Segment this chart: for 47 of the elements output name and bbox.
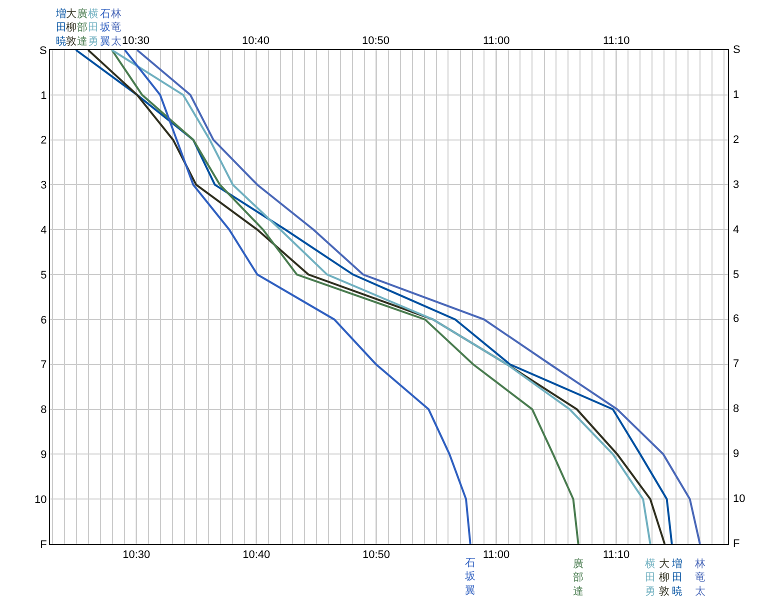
x-tick-label: 10:40 [242,35,270,47]
y2-tick-label: 8 [733,403,740,415]
x-tick-label: 11:00 [483,35,510,47]
y2-tick-label: 5 [733,269,740,281]
series-label: 増田暁 [55,7,67,48]
y2-tick-label: 10 [733,493,746,505]
x-tick-label: 10:50 [362,35,390,47]
y-tick-label: 4 [40,224,47,236]
x-tick-label: 11:10 [603,35,630,47]
line-series [124,50,472,544]
y2-tick-label: 1 [733,89,740,101]
text: 林竜太 [111,8,122,48]
text: 大柳敦 [659,558,670,598]
y-tick-label: F [40,538,48,551]
x2-tick-label: 11:00 [482,549,510,562]
x2-tick-label: 11:10 [602,549,630,562]
series-label: 石坂翼 [464,557,476,596]
series-label: 林竜太 [694,557,706,598]
series-label: 大柳敦 [66,7,77,48]
y2-tick-label: 9 [733,448,740,460]
y-tick-label: 8 [40,404,47,416]
y2-tick-label: 2 [733,134,740,146]
text: 増田暁 [672,558,683,598]
y2-tick-label: 6 [733,313,740,325]
text: 横田勇 [645,558,656,598]
y2-tick-label: 4 [733,224,740,236]
y-tick-label: 10 [34,494,47,506]
series-label: 廣部達 [573,557,584,598]
y-tick-label: 9 [40,449,47,462]
y2-tick-label: S [733,44,740,56]
y-tick-label: 5 [40,269,47,282]
y-tick-label: 6 [40,314,47,326]
y-tick-label: 1 [40,90,47,102]
y-tick-label: 7 [40,359,47,372]
y-tick-label: S [39,44,47,57]
y-tick-label: 2 [40,134,47,147]
x2-tick-label: 10:50 [362,549,390,562]
text: 石坂翼 [100,8,111,48]
y2-tick-label: 7 [733,358,740,370]
y2-tick-label: 3 [733,179,740,191]
x2-tick-label: 10:40 [242,549,270,562]
y-tick-label: 3 [40,180,47,192]
series-label: 横田勇 [88,7,99,48]
x-tick-label: 10:30 [122,35,150,47]
y2-tick-label: F [733,538,740,550]
text: 廣部達 [77,8,88,48]
x2-tick-label: 10:30 [122,549,150,562]
